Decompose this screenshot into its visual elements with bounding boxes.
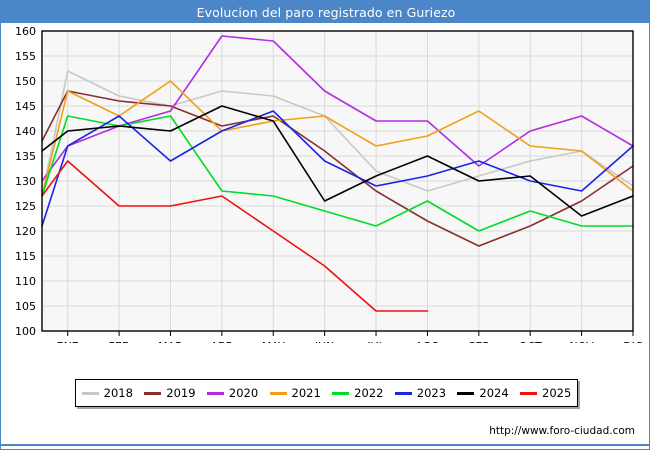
- legend-item-2021[interactable]: 2021: [269, 386, 321, 400]
- y-axis-tick-label: 150: [15, 75, 36, 88]
- footer-rule: [1, 444, 650, 446]
- legend-label: 2018: [103, 386, 133, 400]
- series-line-2023: [41, 110, 634, 227]
- chart-legend: 2018 2019 2020 2021 2022 2023 2024 2025: [75, 379, 578, 407]
- x-axis-tick-label-AGO: AGO: [415, 340, 440, 343]
- x-axis-tick-label-OCT: OCT: [519, 340, 542, 343]
- legend-label: 2022: [354, 386, 384, 400]
- y-axis-tick-label: 140: [15, 125, 36, 138]
- legend-item-2024[interactable]: 2024: [457, 386, 509, 400]
- y-axis-tick-label: 120: [15, 225, 36, 238]
- series-line-2025: [41, 160, 429, 312]
- x-axis-tick-label-JUL: JUL: [366, 340, 385, 343]
- chart-plot-area: 100 105 110 115 120 125 130 135 140 145 150 155 160 E…: [1, 23, 650, 343]
- legend-label: 2024: [479, 386, 509, 400]
- y-axis-tick-label: 100: [15, 325, 36, 338]
- legend-swatch-icon: [332, 391, 350, 395]
- y-axis-tick-label: 135: [15, 150, 36, 163]
- plot-frame: [41, 30, 634, 332]
- legend-label: 2025: [542, 386, 572, 400]
- legend-swatch-icon: [269, 391, 287, 395]
- y-axis-tick-label: 105: [15, 300, 36, 313]
- legend-item-2020[interactable]: 2020: [206, 386, 259, 400]
- y-axis-tick-label: 155: [15, 50, 36, 63]
- x-axis-tick-label-JUN: JUN: [314, 340, 335, 343]
- x-axis-tick-label-SEP: SEP: [469, 340, 490, 343]
- legend-label: 2019: [166, 386, 196, 400]
- y-axis-tick-label: 130: [15, 175, 36, 188]
- y-axis-tick-label: 115: [15, 250, 36, 263]
- page-title: Evolucion del paro registrado en Guriezo: [196, 4, 456, 20]
- legend-swatch-icon: [206, 391, 224, 395]
- window-title-bar: Evolucion del paro registrado en Guriezo: [1, 1, 650, 23]
- x-axis-tick-label-DIC: DIC: [623, 340, 643, 343]
- legend-label: 2020: [228, 386, 259, 400]
- legend-item-2023[interactable]: 2023: [394, 386, 447, 400]
- legend-label: 2021: [291, 386, 321, 400]
- y-axis-tick-label: 110: [15, 275, 36, 288]
- legend-item-2022[interactable]: 2022: [332, 386, 383, 400]
- x-axis-tick-label-ABR: ABR: [211, 340, 234, 343]
- line-chart: 100 105 110 115 120 125 130 135 140 145 150 155 160 E…: [15, 25, 643, 343]
- x-axis-tick-label-MAY: MAY: [262, 340, 285, 343]
- y-axis-tick-label: 145: [15, 100, 36, 113]
- x-axis-tick-label-FEB: FEB: [109, 340, 130, 343]
- x-axis-tick-label-NOV: NOV: [569, 340, 594, 343]
- y-axis-tick-label: 160: [15, 25, 36, 38]
- legend-swatch-icon: [394, 391, 412, 395]
- legend-swatch-icon: [81, 391, 99, 395]
- x-axis-tick-label-ENE: ENE: [57, 340, 79, 343]
- legend-item-2018[interactable]: 2018: [81, 386, 133, 400]
- series-line-2019: [41, 90, 634, 247]
- x-axis-tick-label-MAR: MAR: [158, 340, 183, 343]
- source-url: http://www.foro-ciudad.com: [489, 425, 635, 437]
- legend-item-2025[interactable]: 2025: [520, 386, 571, 400]
- y-axis-tick-label: 125: [15, 200, 36, 213]
- legend-swatch-icon: [457, 391, 475, 395]
- series-line-2024: [41, 105, 634, 217]
- legend-swatch-icon: [144, 391, 162, 395]
- legend-swatch-icon: [520, 391, 538, 395]
- legend-label: 2023: [416, 386, 447, 400]
- legend-item-2019[interactable]: 2019: [144, 386, 196, 400]
